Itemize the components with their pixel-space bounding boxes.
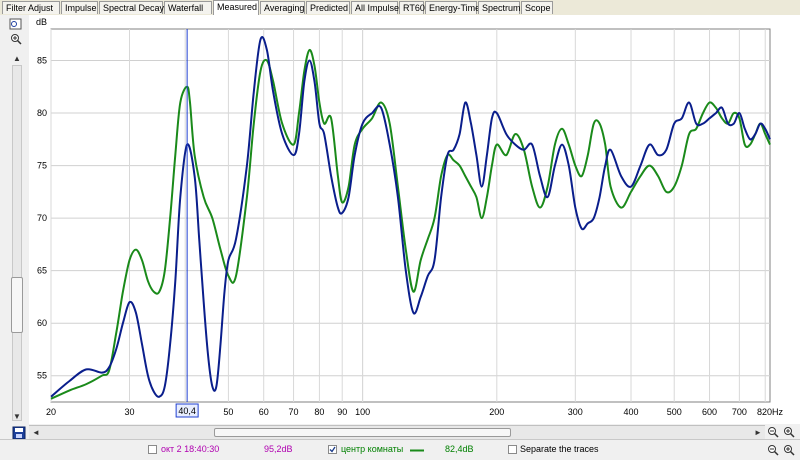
- horizontal-scroll-thumb[interactable]: [214, 428, 511, 437]
- zoom-in-icon[interactable]: [9, 33, 23, 45]
- scroll-down-arrow[interactable]: ▼: [13, 412, 21, 421]
- scroll-right-arrow[interactable]: ►: [754, 428, 762, 437]
- x-tick-label: 30: [124, 407, 134, 417]
- trace2-checkbox[interactable]: [328, 445, 337, 454]
- x-tick-label: 90: [337, 407, 347, 417]
- tab-predicted[interactable]: Predicted: [306, 1, 350, 14]
- x-tick-label: 100: [355, 407, 370, 417]
- status-bar: окт 2 18:40:30 95,2dB центр комнаты 82,4…: [0, 439, 800, 460]
- trace1-label: окт 2 18:40:30: [161, 444, 220, 454]
- trace2-value: 82,4dB: [445, 444, 474, 454]
- tab-rt60[interactable]: RT60: [399, 1, 425, 14]
- plot-frame: [50, 28, 771, 403]
- y-tick-label: 80: [37, 108, 47, 118]
- zoom-fit-icon[interactable]: [9, 18, 23, 30]
- x-tick-label: 70: [289, 407, 299, 417]
- plot-area[interactable]: 55 60 65 70 75 80 85 dB 20 30 50 60 70 80 90 100 200 300 4…: [29, 15, 800, 424]
- x-tick-label: 500: [667, 407, 682, 417]
- left-toolbar: ▲ ▼: [0, 15, 30, 424]
- x-tick-label: 80: [314, 407, 324, 417]
- x-tick-label: 600: [702, 407, 717, 417]
- y-tick-label: 70: [37, 213, 47, 223]
- y-tick-label: 75: [37, 161, 47, 171]
- trace2-label: центр комнаты: [341, 444, 404, 454]
- cursor-label: 40,4: [178, 406, 196, 416]
- zoom-in-x-icon[interactable]: [782, 425, 796, 439]
- y-tick-label: 85: [37, 56, 47, 66]
- tab-bar: Filter Adjust Impulse Spectral Decay Waterf…: [0, 0, 800, 16]
- horizontal-scrollbar[interactable]: ◄ ►: [29, 425, 765, 439]
- tab-scope[interactable]: Scope: [521, 1, 553, 14]
- cursor-label-box: [175, 403, 199, 418]
- x-tick-label: 300: [568, 407, 583, 417]
- x-tick-label: 400: [624, 407, 639, 417]
- save-icon[interactable]: [12, 426, 26, 440]
- trace1-value: 95,2dB: [264, 444, 293, 454]
- tab-filter-adjust[interactable]: Filter Adjust: [2, 1, 60, 14]
- trace-blue-series: [50, 35, 771, 398]
- tab-spectral-decay[interactable]: Spectral Decay: [99, 1, 164, 14]
- scroll-left-arrow[interactable]: ◄: [32, 428, 40, 437]
- trace2-color-swatch: [410, 449, 424, 452]
- y-tick-label: 55: [37, 371, 47, 381]
- y-tick-label: 65: [37, 266, 47, 276]
- vertical-scroll-thumb[interactable]: [11, 277, 23, 333]
- tab-measured[interactable]: Measured: [213, 0, 259, 15]
- zoom-out-x-icon[interactable]: [766, 425, 780, 439]
- x-tick-label: 200: [489, 407, 504, 417]
- y-tick-label: 60: [37, 318, 47, 328]
- tab-impulse[interactable]: Impulse: [61, 1, 98, 14]
- tab-waterfall[interactable]: Waterfall: [164, 1, 212, 14]
- y-axis-label: dB: [36, 17, 47, 27]
- x-tick-label: 700: [732, 407, 747, 417]
- tab-energy-time[interactable]: Energy-Time: [425, 1, 480, 14]
- separate-traces-checkbox[interactable]: [508, 445, 517, 454]
- tab-averaging[interactable]: Averaging: [260, 1, 305, 14]
- x-tick-label: 20: [46, 407, 56, 417]
- tab-spectrum[interactable]: Spectrum: [478, 1, 521, 14]
- separate-traces-label: Separate the traces: [520, 444, 599, 454]
- trace1-checkbox[interactable]: [148, 445, 157, 454]
- zoom-in-y-icon[interactable]: [782, 443, 796, 457]
- zoom-out-y-icon[interactable]: [766, 443, 780, 457]
- x-tick-label: 60: [259, 407, 269, 417]
- x-tick-label: 50: [223, 407, 233, 417]
- scroll-up-arrow[interactable]: ▲: [13, 54, 21, 63]
- tab-all-impulses[interactable]: All Impulses: [351, 1, 404, 14]
- vertical-scroll-track[interactable]: [12, 65, 22, 421]
- x-tick-label: 820Hz: [757, 407, 784, 417]
- frequency-response-chart[interactable]: 55 60 65 70 75 80 85 dB 20 30 50 60 70 80 90 100 200 300 4…: [29, 15, 800, 424]
